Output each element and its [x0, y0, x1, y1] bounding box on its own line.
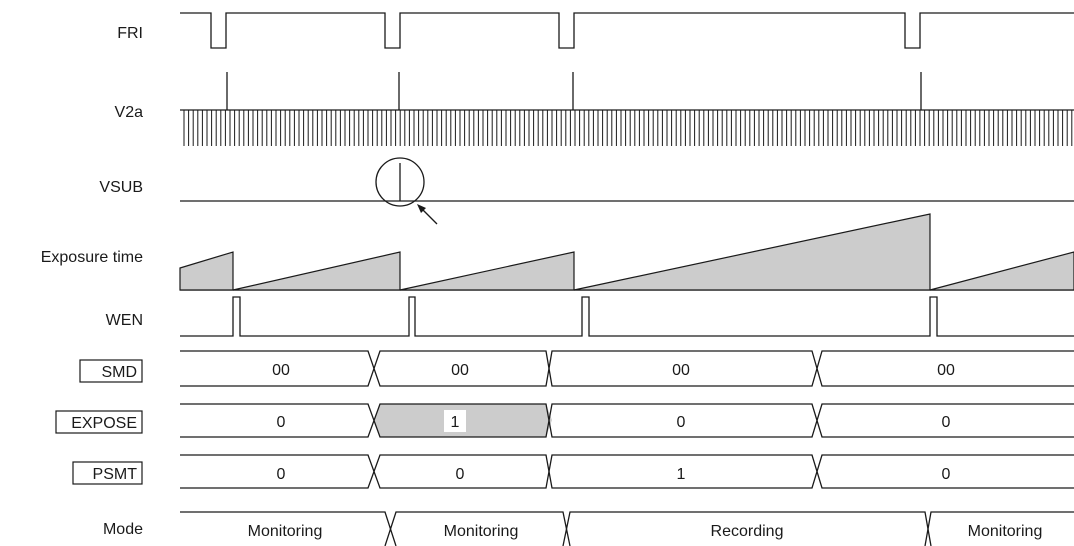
smd-label: SMD	[101, 364, 137, 381]
psmt-label: PSMT	[93, 466, 138, 483]
exposure-time-waveform	[179, 213, 1074, 291]
expose-value: 0	[677, 414, 686, 431]
smd-bus: 00 00 00 00	[180, 350, 1074, 387]
expose-value-highlight	[444, 410, 466, 432]
smd-value: 00	[272, 362, 290, 379]
wen-waveform	[180, 296, 1074, 337]
smd-value: 00	[451, 362, 469, 379]
vsub-label: VSUB	[99, 179, 143, 196]
psmt-value: 0	[456, 466, 465, 483]
expose-bus: 0 1 0 0	[180, 403, 1074, 438]
psmt-value: 0	[277, 466, 286, 483]
expose-label: EXPOSE	[71, 415, 137, 432]
vsub-waveform	[180, 157, 1074, 225]
exposure-ramp	[399, 251, 575, 291]
expose-value: 0	[942, 414, 951, 431]
psmt-value: 1	[677, 466, 686, 483]
fri-label: FRI	[117, 25, 143, 42]
mode-value: Monitoring	[968, 523, 1043, 540]
v2a-label: V2a	[115, 104, 144, 121]
psmt-label-box: PSMT	[72, 461, 143, 485]
mode-value: Monitoring	[444, 523, 519, 540]
v2a-waveform	[180, 72, 1074, 146]
mode-value: Monitoring	[248, 523, 323, 540]
expose-label-box: EXPOSE	[55, 410, 143, 434]
exposure-time-label: Exposure time	[41, 249, 143, 266]
expose-value: 1	[451, 414, 460, 431]
smd-label-box: SMD	[79, 359, 143, 383]
vsub-arrow	[420, 207, 438, 225]
exposure-ramp	[232, 251, 401, 291]
smd-value: 00	[672, 362, 690, 379]
psmt-value: 0	[942, 466, 951, 483]
exposure-ramp	[573, 213, 931, 291]
psmt-bus: 0 0 1 0	[180, 454, 1074, 489]
wen-label: WEN	[106, 312, 143, 329]
v2a-pulse-ticks	[183, 110, 1073, 146]
exposure-ramp	[179, 251, 234, 291]
expose-value: 0	[277, 414, 286, 431]
mode-label: Mode	[103, 521, 143, 538]
fri-waveform	[180, 12, 1074, 49]
exposure-ramp	[929, 251, 1074, 291]
smd-value: 00	[937, 362, 955, 379]
mode-value: Recording	[711, 523, 784, 540]
vsub-highlight-circle	[375, 157, 425, 207]
vsub-arrowhead	[417, 204, 426, 213]
mode-bus: Monitoring Monitoring Recording Monitori…	[180, 511, 1074, 546]
